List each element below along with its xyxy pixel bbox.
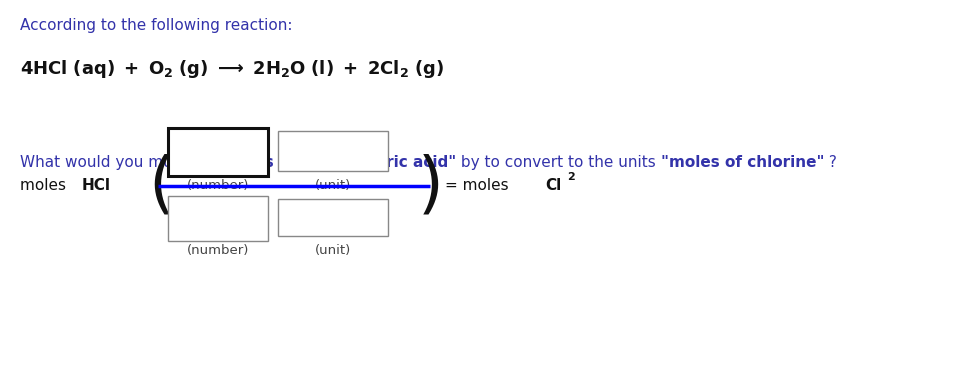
Text: (: ( — [148, 153, 174, 219]
Text: (number): (number) — [187, 244, 249, 257]
Bar — [168, 128, 268, 176]
Text: ?: ? — [824, 155, 837, 170]
Text: What would you multiply: What would you multiply — [20, 155, 216, 170]
Text: 2: 2 — [567, 172, 574, 182]
Text: moles: moles — [20, 179, 71, 194]
Text: ): ) — [418, 153, 444, 219]
Text: According to the following reaction:: According to the following reaction: — [20, 18, 292, 33]
Text: "moles of hydrochloric acid": "moles of hydrochloric acid" — [216, 155, 457, 170]
Text: (unit): (unit) — [315, 244, 351, 257]
Text: (number): (number) — [187, 179, 249, 192]
Text: "moles of chlorine": "moles of chlorine" — [661, 155, 824, 170]
Bar — [168, 196, 268, 241]
Text: Cl: Cl — [545, 179, 562, 194]
Text: (unit): (unit) — [315, 179, 351, 192]
Bar — [278, 199, 388, 236]
Bar — [278, 131, 388, 171]
Text: $\mathbf{4HCl\ (aq)\ +\ O_2\ (g)\ \longrightarrow\ 2H_2O\ (l)\ +\ 2Cl_2\ (g)}$: $\mathbf{4HCl\ (aq)\ +\ O_2\ (g)\ \longr… — [20, 58, 444, 80]
Text: = moles: = moles — [445, 179, 514, 194]
Text: by to convert to the units: by to convert to the units — [457, 155, 661, 170]
Text: HCl: HCl — [82, 179, 111, 194]
